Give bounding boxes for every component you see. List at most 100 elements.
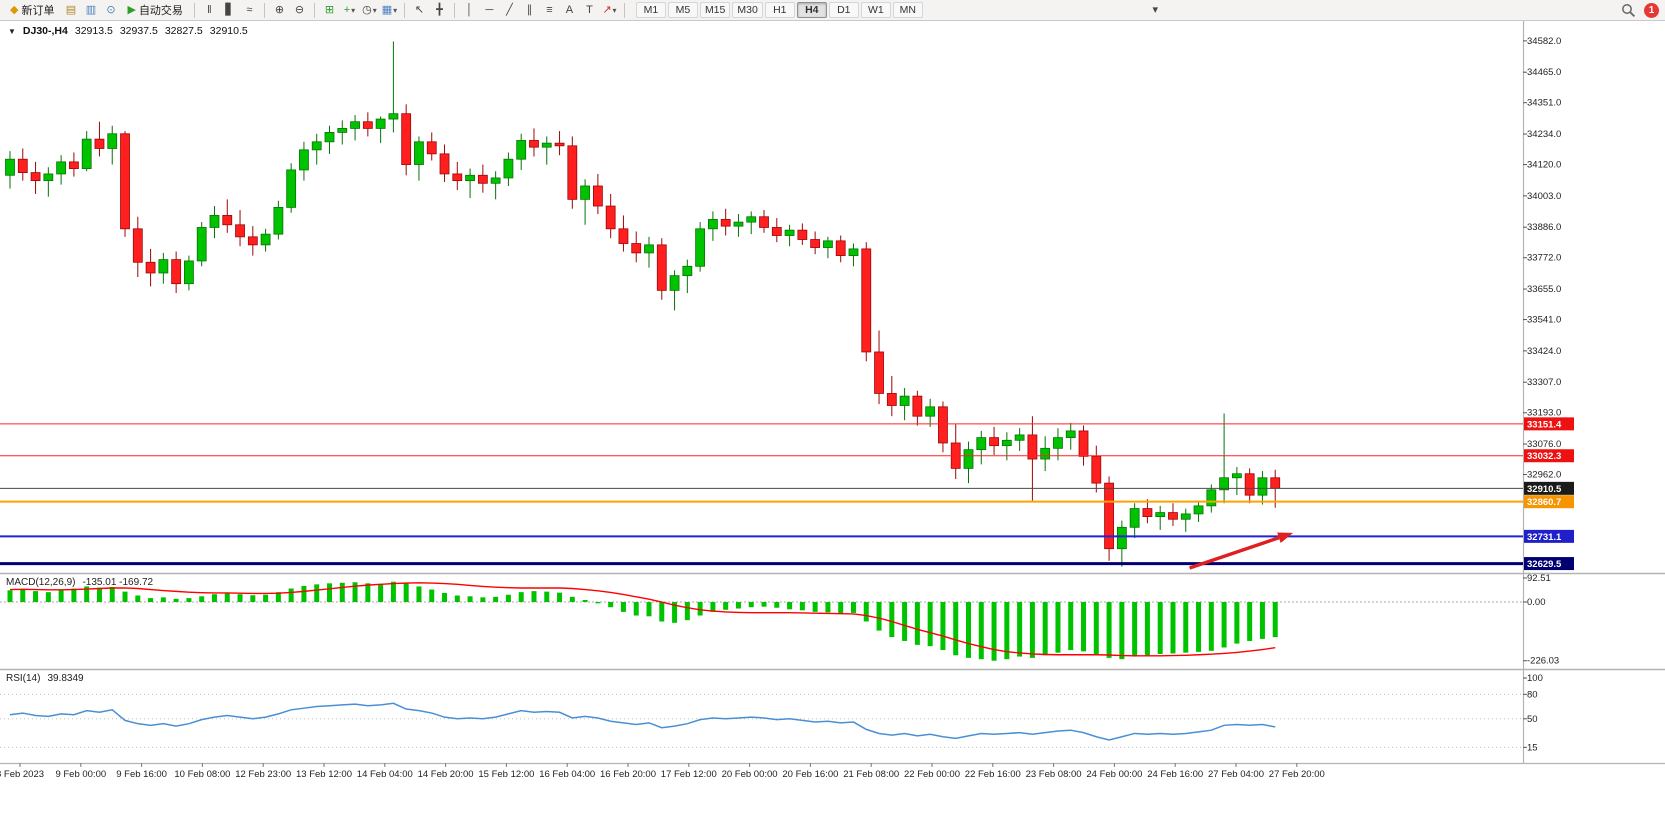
macd-histogram-bar — [1132, 602, 1138, 657]
macd-histogram-bar — [812, 602, 818, 612]
crosshair-tool-button[interactable]: ╋ — [430, 2, 449, 19]
timeframe-m30-button[interactable]: M30 — [732, 2, 763, 18]
candle-body — [1091, 455, 1102, 484]
fibonacci-tool-button[interactable]: ≡ — [540, 2, 559, 19]
macd-histogram-bar — [850, 602, 856, 613]
trade-panel-button[interactable]: ▤ — [61, 2, 80, 19]
candlestick-chart-button[interactable]: ▋ — [220, 2, 239, 19]
svg-text:27 Feb 04:00: 27 Feb 04:00 — [1208, 769, 1264, 780]
candle-body — [771, 227, 782, 236]
svg-text:8 Feb 2023: 8 Feb 2023 — [0, 769, 44, 780]
candle-body — [580, 185, 590, 200]
macd-histogram-bar — [1004, 602, 1010, 660]
timeframe-m1-button[interactable]: M1 — [635, 2, 666, 18]
candle-body — [516, 140, 527, 160]
community-button[interactable]: ⊙ — [101, 2, 120, 19]
zoom-out-button[interactable]: ⊖ — [290, 2, 309, 19]
new-order-button[interactable]: ◆ 新订单 — [4, 0, 60, 20]
market-depth-button[interactable]: ▥ — [81, 2, 100, 19]
tile-windows-button[interactable]: ⊞ — [320, 2, 339, 19]
play-icon: ▶ — [127, 3, 136, 16]
timeframe-h4-button[interactable]: H4 — [796, 2, 827, 18]
candle-body — [1168, 512, 1178, 520]
candle-body — [324, 132, 335, 143]
macd-histogram-bar — [7, 590, 13, 603]
search-icon[interactable] — [1621, 3, 1636, 18]
label-tool-button[interactable]: T — [580, 2, 599, 19]
date-axis[interactable]: 8 Feb 2023 9 Feb 00:00 9 Feb 16:00 10 Feb 0… — [0, 763, 1325, 780]
svg-text:-226.03: -226.03 — [1527, 656, 1559, 667]
macd-histogram-bar — [876, 602, 882, 631]
arrows-tool-button[interactable]: ↗ ▾ — [600, 2, 619, 19]
macd-histogram-bar — [416, 586, 422, 603]
fibo-icon: ≡ — [546, 3, 553, 16]
timeframe-m15-button[interactable]: M15 — [699, 2, 731, 18]
macd-histogram-bar — [467, 596, 473, 603]
line-chart-button[interactable]: ≈ — [240, 2, 259, 19]
macd-histogram-bar — [71, 588, 77, 603]
horizontal-line-tool-button[interactable]: ─ — [480, 2, 499, 19]
macd-histogram-bar — [1055, 602, 1061, 653]
toolbar-overflow-button[interactable]: ▾ — [1146, 2, 1165, 19]
macd-indicator-label: MACD(12,26,9) -135.01 -169.72 — [6, 577, 153, 588]
auto-trading-button-label: 自动交易 — [138, 5, 183, 17]
ohlc-high: 32937.5 — [119, 25, 158, 37]
trend-arrow-annotation[interactable] — [1189, 532, 1294, 570]
vertical-line-tool-button[interactable]: │ — [460, 2, 479, 19]
macd-histogram-bar — [493, 596, 499, 603]
candle-body — [1193, 505, 1204, 515]
chevron-down-icon: ▾ — [393, 5, 398, 15]
ohlc-low: 32827.5 — [164, 25, 203, 37]
timeframe-m5-button[interactable]: M5 — [667, 2, 698, 18]
bar-chart-button[interactable]: ‖ — [200, 2, 219, 19]
macd-histogram-bar — [761, 602, 767, 607]
rsi-line — [9, 702, 1276, 741]
macd-histogram-bar — [109, 586, 115, 603]
candle-body — [247, 236, 258, 246]
macd-histogram-bar — [403, 583, 409, 603]
timeframe-h1-button[interactable]: H1 — [764, 2, 795, 18]
symbol-dropdown-icon[interactable]: ▼ — [8, 26, 16, 36]
svg-text:34234.0: 34234.0 — [1527, 129, 1561, 140]
macd-histogram-bar — [697, 602, 703, 616]
macd-histogram-bar — [978, 602, 984, 660]
periods-menu-button[interactable]: ◷ ▾ — [360, 2, 379, 19]
candle-body — [823, 240, 833, 248]
candle-body — [1155, 512, 1166, 517]
macd-histogram-bar — [96, 587, 102, 603]
chevron-down-icon: ▾ — [372, 5, 377, 15]
indicators-button[interactable]: + ▾ — [340, 2, 359, 19]
candle-body — [17, 158, 28, 173]
macd-histogram-bar — [365, 583, 371, 603]
price-axis[interactable]: 34582.0 34465.0 34351.0 34234.0 34120.0 34003… — [1523, 36, 1561, 481]
candle-body — [490, 177, 501, 184]
candle-body — [158, 259, 169, 274]
text-tool-button[interactable]: A — [560, 2, 579, 19]
svg-text:100: 100 — [1527, 673, 1543, 684]
macd-panel: 92.51 0.00 -226.03 — [0, 573, 1559, 667]
shapes-icon: ↗ — [602, 3, 612, 16]
macd-histogram-bar — [608, 602, 614, 608]
timeframe-w1-button[interactable]: W1 — [860, 2, 891, 18]
candle-body — [120, 133, 130, 230]
add-indicator-icon: + — [343, 3, 351, 16]
macd-histogram-bar — [825, 602, 831, 613]
cursor-tool-button[interactable]: ↖ — [410, 2, 429, 19]
zoom-in-button[interactable]: ⊕ — [270, 2, 289, 19]
timeframe-mn-button[interactable]: MN — [892, 2, 923, 18]
candle-body — [1014, 434, 1025, 441]
candle-body — [260, 233, 271, 246]
snapshot-icon: ▦ — [381, 3, 393, 16]
timeframe-d1-button[interactable]: D1 — [828, 2, 859, 18]
candle-body — [439, 153, 450, 175]
macd-histogram-bar — [684, 602, 690, 621]
auto-trading-button[interactable]: ▶ 自动交易 — [121, 0, 188, 20]
toolbar-separator — [403, 2, 405, 18]
macd-histogram-bar — [390, 581, 396, 603]
trendline-tool-button[interactable]: ╱ — [500, 2, 519, 19]
notification-badge[interactable]: 1 — [1644, 2, 1659, 18]
templates-button[interactable]: ▦ ▾ — [380, 2, 399, 19]
channel-tool-button[interactable]: ∥ — [520, 2, 539, 19]
macd-histogram-bar — [774, 602, 780, 608]
